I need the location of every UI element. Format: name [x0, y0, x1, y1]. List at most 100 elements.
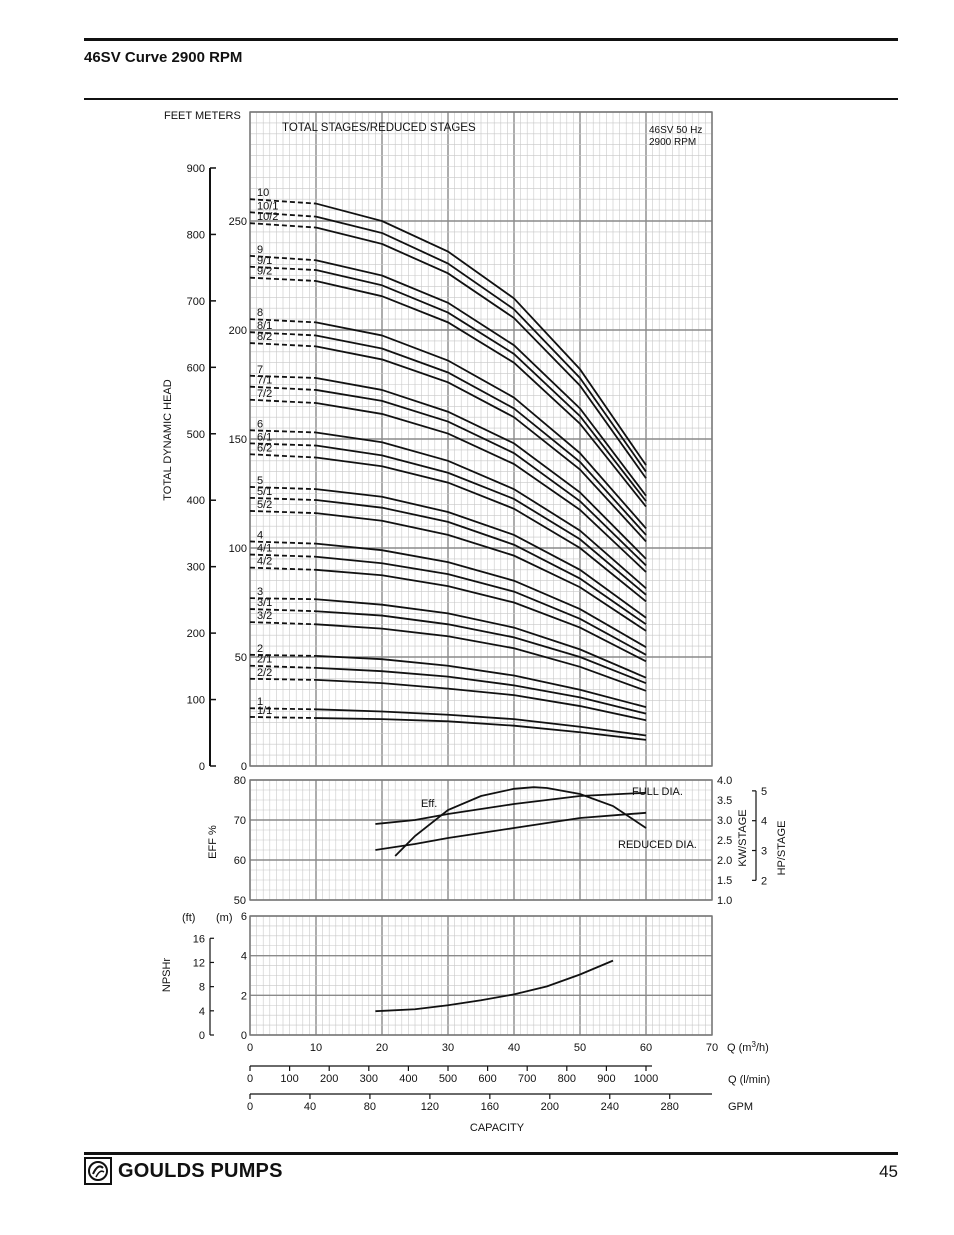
q-m3h-tick-label: 10 — [310, 1042, 322, 1054]
top-rule — [84, 38, 898, 41]
head-curve-5 — [315, 488, 647, 619]
head-curve-8-2-dashed — [249, 342, 317, 348]
head-curve-1 — [315, 708, 647, 737]
npsh-ft-tick-label: 4 — [199, 1006, 205, 1018]
head-curve-8-dashed — [249, 318, 317, 324]
feet-tick-label: 400 — [187, 495, 205, 507]
gpm-tick-label: 80 — [364, 1101, 376, 1113]
eff-tick-label: 70 — [234, 815, 246, 827]
head-grid — [249, 111, 713, 767]
head-curve-6-2-dashed — [249, 453, 317, 459]
meter-tick-label: 100 — [229, 543, 247, 555]
npsh-m-tick-label: 4 — [241, 951, 247, 963]
eff-tick-label: 60 — [234, 855, 246, 867]
q-m3h-tick-label: 0 — [247, 1042, 253, 1054]
gpm-tick-label: 40 — [304, 1101, 316, 1113]
head-curve-1-dashed — [249, 707, 317, 711]
brand-logo: GOULDS PUMPS — [84, 1157, 283, 1185]
head-curve-label-10: 10 — [257, 187, 269, 199]
head-curve-label-2: 2 — [257, 643, 263, 655]
head-curve-label-3-1: 3/1 — [257, 597, 272, 609]
head-curve-label-6: 6 — [257, 418, 263, 430]
q-lmin-tick-label: 500 — [439, 1073, 457, 1085]
head-curve-3-2-dashed — [249, 621, 317, 626]
eff-curve-label: Eff. — [421, 798, 437, 810]
capacity-label: CAPACITY — [470, 1122, 525, 1134]
head-note: 2900 RPM — [649, 137, 696, 148]
q-lmin-tick-label: 1000 — [634, 1073, 658, 1085]
head-curve-10-2 — [315, 226, 647, 479]
head-curve-label-8-1: 8/1 — [257, 320, 272, 332]
eff-curve-eff- — [394, 786, 647, 857]
head-curve-label-7-2: 7/2 — [257, 388, 272, 400]
head-curve-7 — [315, 377, 647, 560]
head-curve-3-1 — [315, 610, 647, 684]
q-m3h-tick-label: 30 — [442, 1042, 454, 1054]
meter-tick-label: 50 — [235, 652, 247, 664]
head-curve-4-2 — [315, 568, 647, 663]
head-curve-label-1: 1 — [257, 696, 263, 708]
q-lmin-tick-label: 400 — [399, 1073, 417, 1085]
head-curve-2-2-dashed — [249, 677, 317, 681]
kw-tick-label: 3.0 — [717, 815, 732, 827]
q-lmin-tick-label: 300 — [360, 1073, 378, 1085]
hp-tick-label: 2 — [761, 875, 767, 887]
gpm-tick-label: 240 — [601, 1101, 619, 1113]
head-curve-9 — [315, 259, 647, 497]
head-curve-8-1-dashed — [249, 331, 317, 337]
q-lmin-tick-label: 200 — [320, 1073, 338, 1085]
head-curve-label-4-1: 4/1 — [257, 543, 272, 555]
head-curve-label-3: 3 — [257, 586, 263, 598]
feet-tick-label: 0 — [199, 761, 205, 773]
head-curve-1-1-dashed — [249, 716, 317, 719]
plot-frame — [249, 779, 713, 901]
head-curve-label-5: 5 — [257, 475, 263, 487]
feet-tick-label: 300 — [187, 562, 205, 574]
head-curve-2-dashed — [249, 653, 317, 657]
hp-y-label: HP/STAGE — [776, 821, 788, 876]
meter-tick-label: 0 — [241, 761, 247, 773]
head-header-label: TOTAL STAGES/REDUCED STAGES — [282, 122, 476, 134]
title-rule — [84, 98, 898, 100]
head-curve-2 — [315, 655, 647, 709]
head-curve-3 — [315, 598, 647, 679]
head-curve-2-2 — [315, 678, 647, 722]
head-curve-1-1 — [315, 717, 647, 741]
head-curve-5-2-dashed — [249, 510, 317, 515]
head-curve-6-1-dashed — [249, 442, 317, 447]
feet-tick-label: 100 — [187, 695, 205, 707]
head-units-header: FEET METERS — [164, 110, 241, 122]
head-curve-7-1 — [315, 389, 647, 567]
head-curve-4 — [315, 542, 647, 648]
head-curve-label-5-1: 5/1 — [257, 486, 272, 498]
head-curve-3-1-dashed — [249, 608, 317, 613]
head-curve-10-dashed — [249, 198, 317, 205]
head-curve-4-dashed — [249, 540, 317, 545]
head-curve-5-dashed — [249, 486, 317, 491]
gpm-tick-label: 280 — [661, 1101, 679, 1113]
q-lmin-tick-label: 800 — [558, 1073, 576, 1085]
head-curve-label-6-2: 6/2 — [257, 442, 272, 454]
feet-tick-label: 900 — [187, 163, 205, 175]
head-curve-9-dashed — [249, 254, 317, 262]
q-m3h-axis-label: Q (m3/h) — [727, 1040, 769, 1055]
head-curve-label-7-1: 7/1 — [257, 375, 272, 387]
feet-tick-label: 700 — [187, 296, 205, 308]
head-note: 46SV 50 Hz — [649, 125, 702, 136]
q-m3h-tick-label: 40 — [508, 1042, 520, 1054]
kw-tick-label: 2.0 — [717, 855, 732, 867]
head-curve-label-7: 7 — [257, 364, 263, 376]
eff-y-label: EFF % — [207, 825, 219, 859]
kw-tick-label: 1.5 — [717, 875, 732, 887]
head-curve-9-2-dashed — [249, 276, 317, 282]
kw-y-label: KW/STAGE — [737, 809, 749, 866]
gpm-tick-label: 160 — [481, 1101, 499, 1113]
npsh-ft-tick-label: 12 — [193, 957, 205, 969]
q-lmin-tick-label: 900 — [597, 1073, 615, 1085]
head-curve-label-4: 4 — [257, 529, 263, 541]
head-curve-5-2 — [315, 512, 647, 632]
brand-name: GOULDS PUMPS — [118, 1159, 283, 1182]
npsh-ft-tick-label: 8 — [199, 982, 205, 994]
head-curve-5-1 — [315, 499, 647, 626]
